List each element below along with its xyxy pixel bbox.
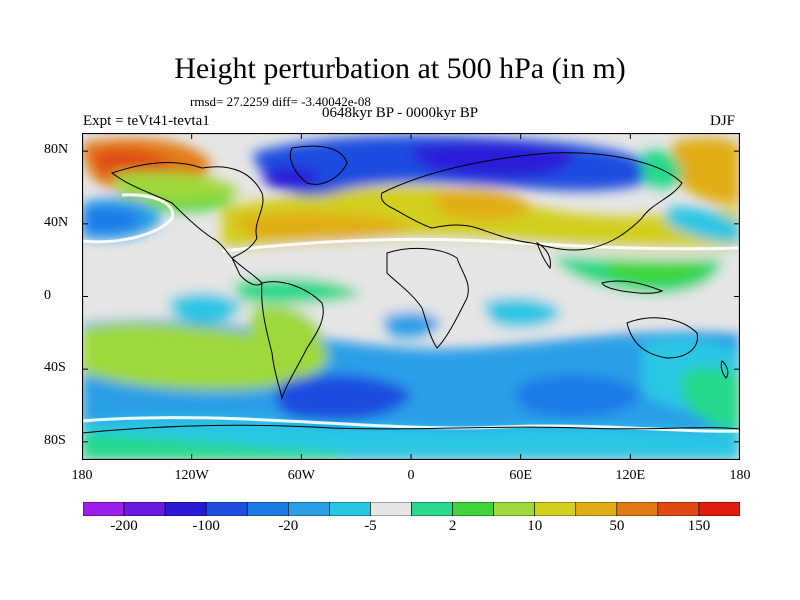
- lon-tick-label: 180: [729, 468, 751, 483]
- period-label: 0648kyr BP - 0000kyr BP: [322, 105, 479, 121]
- map-frame: [82, 133, 740, 460]
- colorbar-swatch: [370, 502, 412, 516]
- lat-tick-label: 80N: [44, 142, 69, 158]
- colorbar-tick-label: 10: [527, 518, 543, 534]
- lat-tick-label: 40S: [44, 360, 66, 376]
- lat-tick-label: 40N: [44, 214, 69, 230]
- coast-new-zealand: [720, 360, 729, 379]
- field-south-blue2: [515, 374, 642, 418]
- colorbar-swatch: [534, 502, 577, 516]
- lat-tick-label: 0: [44, 287, 51, 303]
- field-tropic-cyan-left: [169, 292, 242, 322]
- field-south-teal2: [82, 433, 342, 460]
- coast-australia: [626, 317, 698, 359]
- colorbar-swatch: [493, 502, 535, 516]
- colorbar-tick-label: -20: [278, 518, 299, 534]
- field-pacific-blue: [82, 206, 142, 233]
- colorbar-swatch: [452, 502, 494, 516]
- colorbar-swatch: [205, 502, 248, 516]
- lon-tick-label: 120E: [615, 468, 646, 483]
- colorbar-swatch: [575, 502, 618, 516]
- zero-contour-north: [221, 237, 740, 253]
- colorbar-swatch: [288, 502, 330, 516]
- field-tropic-green-sa: [250, 304, 322, 365]
- coast-eurasia: [380, 152, 683, 251]
- colorbar-swatch: [123, 502, 166, 516]
- coast-south-america: [261, 281, 324, 400]
- coastlines: [82, 145, 740, 434]
- map-title: Height perturbation at 500 hPa (in m): [174, 52, 626, 85]
- rmsd-stats: rmsd= 27.2259 diff= -3.40042e-08: [190, 94, 371, 109]
- colorbar-swatch: [616, 502, 659, 516]
- colorbar-tick-label: 50: [609, 518, 625, 534]
- colorbar-swatch: [83, 502, 125, 516]
- colorbar-swatch: [657, 502, 700, 516]
- colorbar-swatch: [329, 502, 371, 516]
- lon-tick-label: 60E: [509, 468, 532, 483]
- field-ne-pacific-cyan: [667, 206, 740, 243]
- lon-tick-label: 60W: [287, 468, 315, 483]
- colorbar-tick-label: -100: [192, 518, 220, 534]
- field-tropic-cyan-right: [482, 297, 562, 328]
- colorbar-swatch: [246, 502, 289, 516]
- colorbar-tick-label: -200: [110, 518, 138, 534]
- contour-map: [82, 133, 740, 460]
- season-label: DJF: [710, 113, 736, 129]
- zero-contour-pacific: [82, 193, 175, 244]
- colorbar-tick-label: -5: [364, 518, 377, 534]
- field-tropic-teal-sa: [232, 277, 362, 304]
- colorbar: [83, 502, 740, 516]
- field-ne-pacific-orange: [672, 137, 740, 204]
- field-tropic-green-indo: [602, 255, 712, 285]
- colorbar-swatch: [411, 502, 453, 516]
- coast-greenland: [289, 145, 348, 185]
- field-south-teal: [682, 367, 740, 433]
- colorbar-tick-label: 150: [687, 518, 711, 534]
- field-arctic-purple2: [262, 166, 322, 190]
- colorbar-swatch: [698, 502, 740, 516]
- lon-tick-label: 0: [407, 468, 415, 483]
- colorbar-tick-label: 2: [448, 518, 457, 534]
- coast-africa: [386, 248, 469, 349]
- contour-fields: [82, 135, 740, 460]
- lon-tick-label: 180: [71, 468, 93, 483]
- field-tropic-cyan-mid: [382, 311, 442, 338]
- lon-tick-label: 120W: [174, 468, 209, 483]
- coast-india: [536, 241, 551, 270]
- lat-tick-label: 80S: [44, 432, 66, 448]
- coast-antarctica: [82, 424, 740, 434]
- field-north-gray-band: [222, 239, 740, 261]
- coast-maritime-continent: [601, 280, 664, 294]
- experiment-label: Expt = teVt41-tevta1: [83, 113, 210, 129]
- coast-north-america: [110, 162, 264, 259]
- field-north-orange: [232, 212, 412, 241]
- field-north-orange-eu: [432, 188, 532, 220]
- colorbar-swatch: [164, 502, 207, 516]
- field-south-blue: [275, 374, 412, 422]
